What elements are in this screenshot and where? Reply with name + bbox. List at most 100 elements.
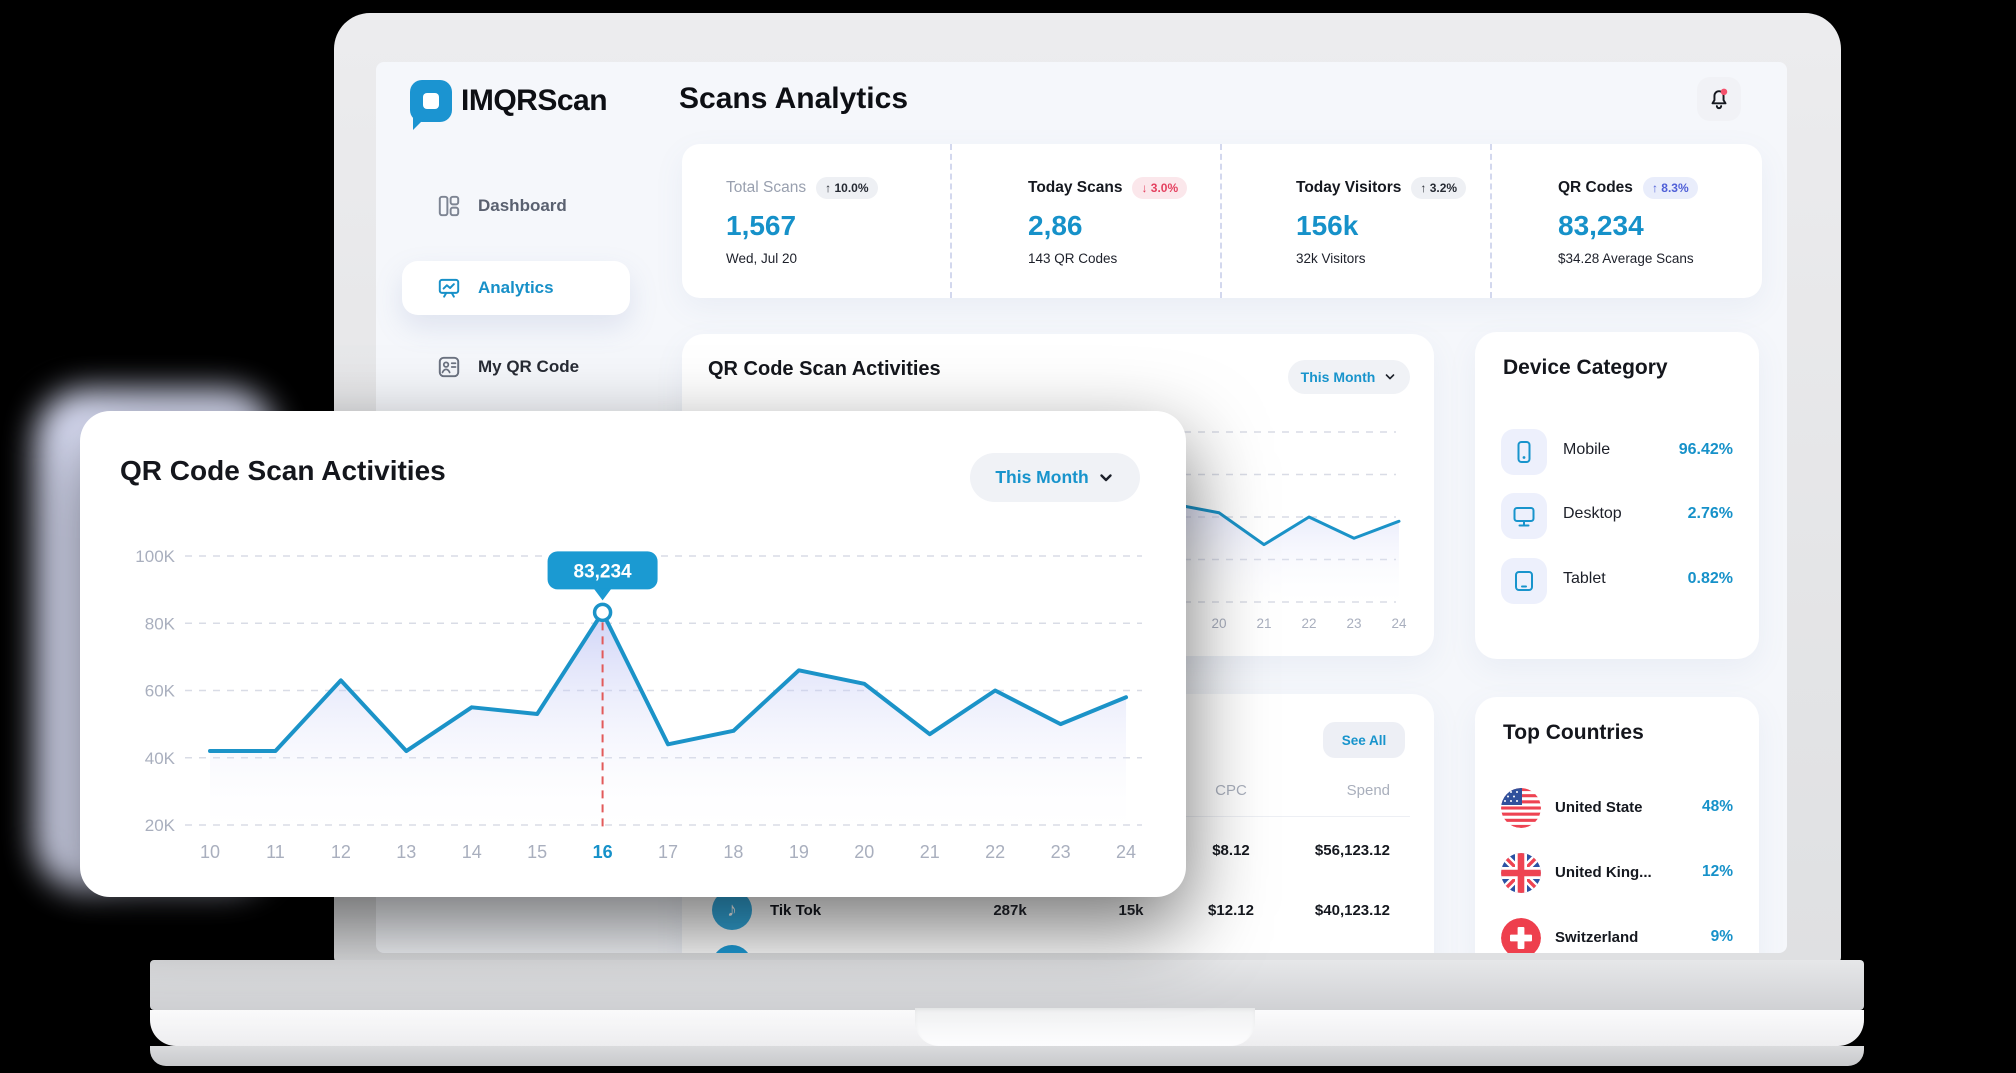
switzerland-flag-icon (1501, 918, 1541, 953)
trend-badge: ↓ 3.0% (1132, 177, 1188, 199)
stat-value: 1,567 (726, 210, 797, 241)
scan-activities-card-overlay: QR Code Scan Activities This Month 100K 8… (80, 411, 1186, 897)
stat-value: 83,234 (1558, 210, 1644, 241)
us-flag-icon (1501, 788, 1541, 828)
country-label: United King... (1555, 864, 1652, 881)
sidebar-item-my-qr-code[interactable]: My QR Code (436, 354, 579, 380)
device-value: 96.42% (1678, 441, 1733, 458)
stat-today-visitors: Today Visitors ↑ 3.2% 156k 32k Visitors (1222, 144, 1492, 298)
cell-spend: $40,123.12 (1314, 902, 1390, 919)
tooltip-value: 83,234 (574, 561, 633, 582)
country-row-united-kingdom: United King... 12% (1475, 853, 1759, 893)
notification-dot (1720, 88, 1728, 96)
card-title: QR Code Scan Activities (708, 358, 941, 380)
stat-label: QR Codes (1558, 179, 1633, 196)
chevron-down-icon (1099, 473, 1112, 481)
stat-total-scans: Total Scans ↑ 10.0% 1,567 Wed, Jul 20 (682, 144, 952, 298)
brand-logo-icon (410, 80, 452, 130)
analytics-icon (438, 278, 460, 298)
tooltip-bubble (547, 551, 658, 590)
see-all-button[interactable]: See All (1323, 722, 1405, 758)
trend-badge: ↑ 10.0% (816, 177, 878, 199)
cell-cpc: $8.12 (1212, 842, 1250, 859)
country-row-switzerland: Switzerland 9% (1475, 918, 1759, 953)
filter-label: This Month (995, 467, 1089, 487)
trend-badge: ↑ 8.3% (1642, 177, 1698, 199)
card-title: QR Code Scan Activities (120, 455, 446, 486)
device-label: Desktop (1563, 505, 1622, 522)
x-axis-label: 24 (1391, 616, 1407, 631)
stat-subtext: $34.28 Average Scans (1558, 251, 1694, 266)
sidebar-item-analytics[interactable]: Analytics (402, 261, 630, 315)
x-axis-label: 14 (462, 842, 482, 862)
device-value: 2.76% (1687, 505, 1733, 522)
country-label: Switzerland (1555, 929, 1639, 946)
x-axis-label: 22 (1301, 616, 1316, 631)
y-axis-label: 60K (145, 682, 176, 701)
device-row-desktop: Desktop 2.76% (1475, 493, 1759, 539)
x-axis-label: 13 (396, 842, 416, 862)
cell-metric: 15k (1118, 902, 1144, 919)
smartphone-icon (1501, 429, 1547, 475)
stat-label: Today Scans (1028, 179, 1123, 196)
uk-flag-icon (1501, 853, 1541, 893)
laptop-trackpad-notch (915, 1008, 1255, 1046)
tooltip-arrow (593, 588, 612, 601)
y-axis-label: 100K (135, 547, 175, 566)
column-header-spend: Spend (1346, 782, 1390, 799)
x-axis-label: 21 (920, 842, 940, 862)
x-axis-label: 11 (266, 842, 285, 862)
sidebar-item-label: Analytics (478, 278, 554, 297)
y-axis-label: 20K (145, 816, 176, 835)
stat-value: 2,86 (1028, 210, 1083, 241)
laptop-base (150, 960, 1864, 1010)
period-filter-button[interactable]: This Month (970, 453, 1140, 502)
cell-spend: $56,123.12 (1314, 842, 1390, 859)
period-filter-button[interactable]: This Month (1288, 360, 1410, 394)
card-title: Device Category (1503, 356, 1668, 379)
x-axis-label: 20 (1211, 616, 1226, 631)
qr-code-icon (438, 356, 460, 378)
monitor-icon (1501, 493, 1547, 539)
country-value: 12% (1701, 863, 1733, 880)
top-countries-card: Top Countries (1475, 697, 1759, 953)
stat-label: Today Visitors (1296, 179, 1402, 196)
x-axis-label: 10 (200, 842, 220, 862)
sidebar-item-label: Dashboard (478, 196, 567, 215)
bell-icon (1711, 88, 1728, 110)
laptop-base-bottom (150, 1046, 1864, 1066)
stat-today-scans: Today Scans ↓ 3.0% 2,86 143 QR Codes (952, 144, 1222, 298)
stats-summary-card: Total Scans ↑ 10.0% 1,567 Wed, Jul 20 To… (682, 144, 1762, 298)
x-axis-label: 23 (1051, 842, 1071, 862)
device-value: 0.82% (1687, 570, 1733, 587)
scan-activities-chart: 100K 80K 60K 40K 20K 10 11 12 13 14 15 16 17 18 19 20 21… (135, 547, 1142, 862)
stat-subtext: 32k Visitors (1296, 251, 1366, 266)
sidebar-item-label: My QR Code (478, 357, 580, 376)
device-row-tablet: Tablet 0.82% (1475, 558, 1759, 604)
page-title: Scans Analytics (679, 82, 908, 115)
stat-qr-codes: QR Codes ↑ 8.3% 83,234 $34.28 Average Sc… (1492, 144, 1762, 298)
dashboard-icon (438, 195, 460, 217)
y-axis-label: 80K (145, 614, 176, 633)
stat-value: 156k (1296, 210, 1359, 241)
y-axis-label: 40K (145, 749, 176, 768)
x-axis-label: 17 (658, 842, 678, 862)
device-label: Tablet (1563, 570, 1606, 587)
device-label: Mobile (1563, 441, 1611, 458)
country-value: 9% (1710, 928, 1733, 945)
area-fill (210, 612, 1127, 839)
x-axis-label: 19 (789, 842, 809, 862)
brand-logo: IMQRScan (410, 80, 608, 130)
device-category-card: Device Category Mobile 96.42% Desktop 2.… (1475, 332, 1759, 659)
x-axis-label: 23 (1346, 616, 1361, 631)
x-axis-label: 22 (985, 842, 1005, 862)
stat-subtext: 143 QR Codes (1028, 251, 1118, 266)
card-title: Top Countries (1503, 721, 1644, 744)
notifications-button[interactable] (1697, 77, 1741, 121)
x-axis-label: 20 (854, 842, 874, 862)
stat-subtext: Wed, Jul 20 (726, 251, 798, 266)
x-axis-label: 12 (331, 842, 351, 862)
series-line (208, 610, 1129, 754)
cell-cpc: $12.12 (1208, 902, 1254, 919)
sidebar-item-dashboard[interactable]: Dashboard (436, 193, 567, 219)
